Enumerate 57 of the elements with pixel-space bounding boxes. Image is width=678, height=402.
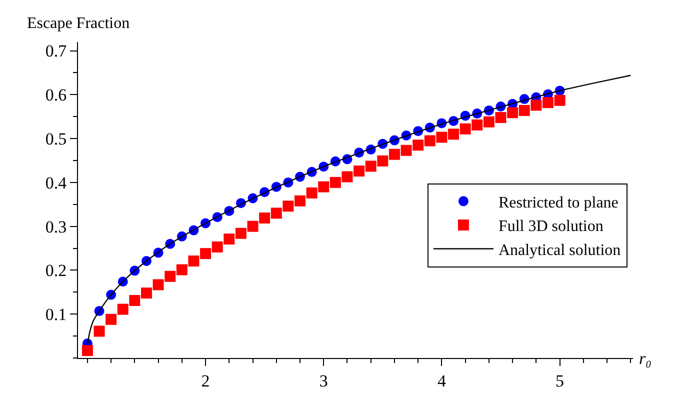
x-tick-label: 2 bbox=[201, 371, 210, 390]
point bbox=[106, 314, 117, 325]
point bbox=[554, 94, 566, 106]
point bbox=[164, 270, 176, 282]
point bbox=[342, 171, 353, 182]
y-tick-label: 0.3 bbox=[45, 217, 67, 236]
legend-label: Analytical solution bbox=[498, 242, 621, 260]
point bbox=[270, 208, 282, 219]
point bbox=[436, 132, 448, 143]
point bbox=[530, 100, 542, 111]
point bbox=[117, 304, 128, 315]
point bbox=[542, 97, 554, 108]
point bbox=[495, 112, 506, 123]
point bbox=[318, 181, 330, 192]
point bbox=[388, 148, 400, 160]
point bbox=[460, 123, 471, 134]
point bbox=[200, 248, 212, 260]
point bbox=[472, 119, 483, 130]
point bbox=[377, 155, 388, 166]
point bbox=[176, 264, 188, 276]
point bbox=[412, 140, 424, 151]
point bbox=[140, 288, 152, 299]
x-tick-label: 4 bbox=[437, 371, 446, 390]
point bbox=[424, 135, 436, 146]
point bbox=[129, 295, 140, 306]
y-tick-label: 0.5 bbox=[45, 130, 67, 149]
legend-label: Restricted to plane bbox=[498, 194, 618, 212]
point bbox=[82, 345, 93, 356]
y-tick-label: 0.4 bbox=[45, 173, 68, 192]
point bbox=[152, 279, 164, 290]
point bbox=[259, 212, 270, 224]
point bbox=[448, 128, 460, 140]
x-tick-label: 5 bbox=[556, 371, 564, 390]
point bbox=[518, 104, 530, 116]
y-tick-label: 0.2 bbox=[45, 261, 67, 280]
point bbox=[247, 220, 258, 232]
point bbox=[483, 116, 494, 128]
y-tick-label: 0.6 bbox=[45, 86, 67, 105]
point bbox=[94, 326, 105, 337]
point bbox=[282, 200, 294, 212]
x-axis-title: r₀ bbox=[639, 349, 652, 368]
point bbox=[188, 256, 200, 267]
point bbox=[507, 107, 518, 118]
y-axis-title: Escape Fraction bbox=[27, 15, 130, 32]
point bbox=[212, 241, 223, 252]
point bbox=[354, 166, 365, 177]
y-tick-label: 0.7 bbox=[45, 42, 68, 61]
point bbox=[294, 195, 306, 206]
x-tick-label: 3 bbox=[319, 371, 328, 390]
point bbox=[224, 234, 235, 245]
y-tick-label: 0.1 bbox=[45, 305, 67, 324]
point bbox=[365, 160, 376, 172]
point bbox=[235, 228, 246, 239]
legend-label: Full 3D solution bbox=[498, 218, 604, 236]
point bbox=[306, 187, 318, 198]
point bbox=[330, 176, 341, 188]
point bbox=[400, 144, 412, 156]
